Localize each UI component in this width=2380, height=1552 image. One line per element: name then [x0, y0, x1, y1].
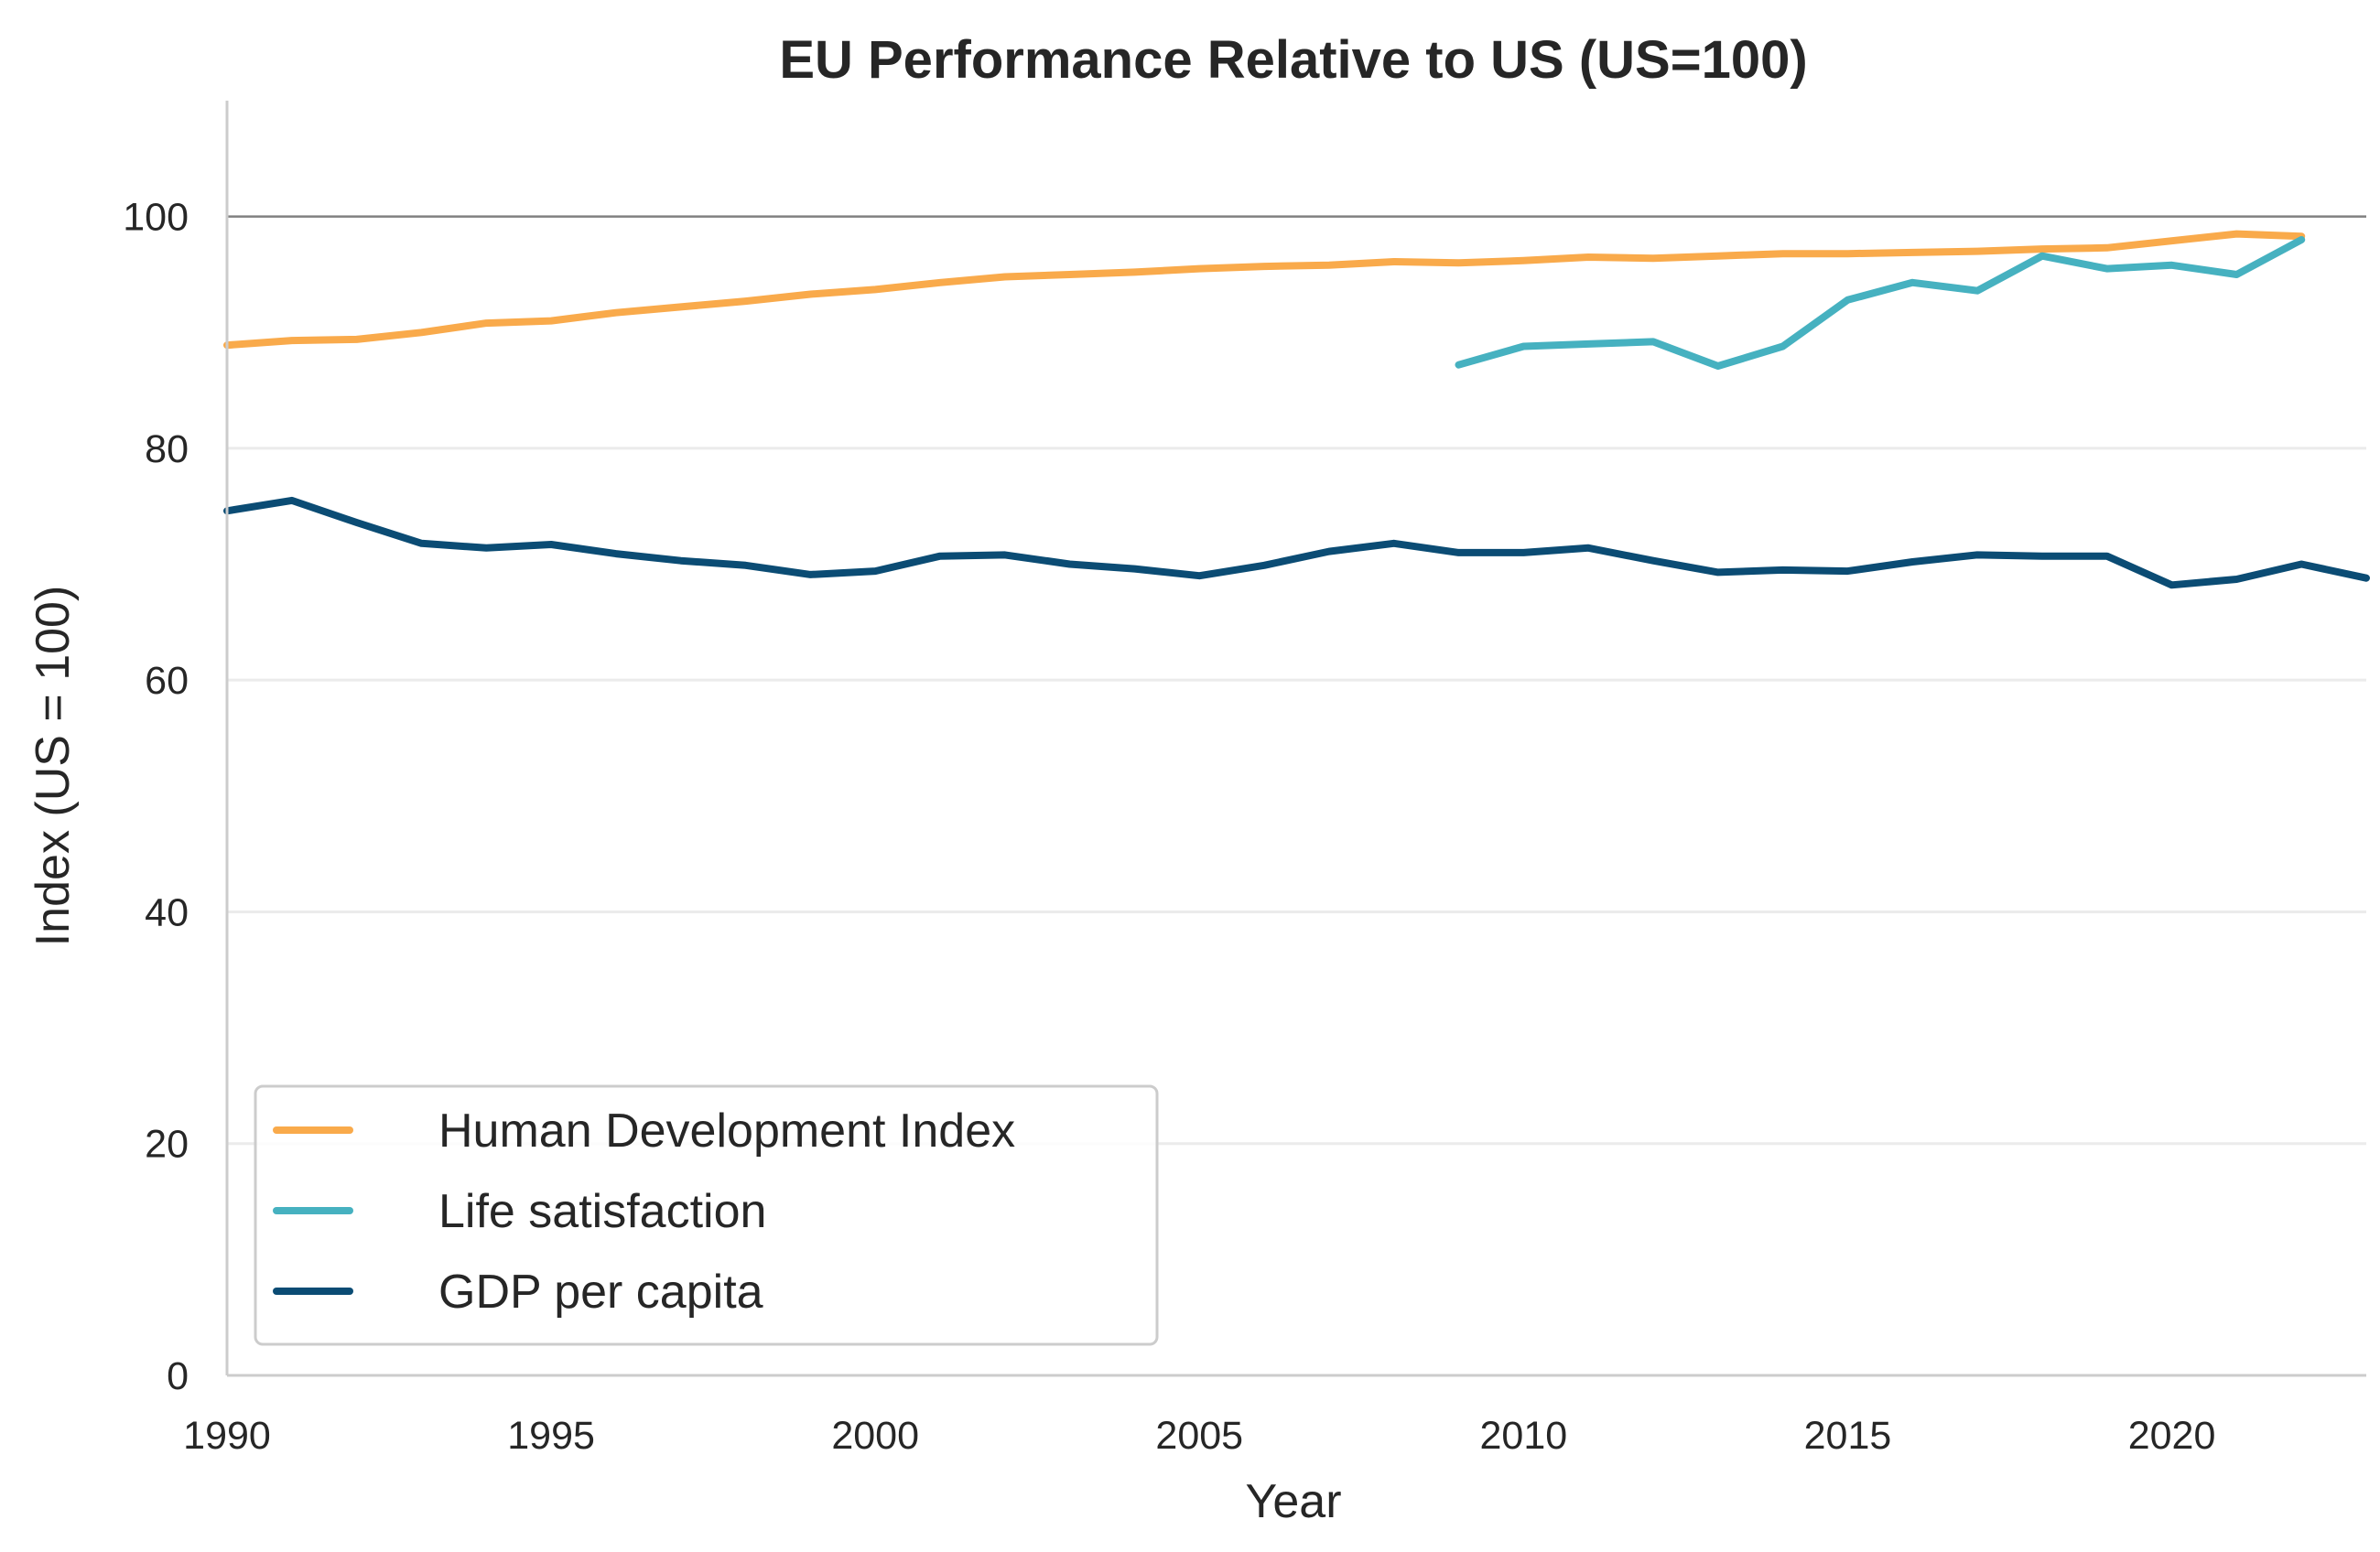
- legend: Human Development Index Life satisfaction…: [254, 1084, 1159, 1346]
- y-tick-label: 0: [167, 1354, 189, 1398]
- axes: [225, 101, 2366, 1377]
- legend-label: Life satisfaction: [438, 1185, 766, 1238]
- legend-label: Human Development Index: [438, 1105, 1015, 1158]
- x-tick-label: 1995: [507, 1414, 595, 1458]
- legend-box: [254, 1084, 1159, 1346]
- x-tick-label: 2015: [1804, 1414, 1892, 1458]
- series-line-human-development-index: [223, 230, 2306, 350]
- series-line-gdp-per-capita: [223, 496, 2370, 589]
- y-tick-label: 100: [123, 196, 189, 240]
- y-tick-label: 80: [145, 427, 189, 471]
- x-axis-label: Year: [1245, 1475, 1341, 1528]
- chart-title: EU Performance Relative to US (US=100): [779, 30, 1807, 90]
- series-line-life-satisfaction: [1455, 236, 2306, 370]
- x-tick-label: 2000: [831, 1414, 919, 1458]
- legend-label: GDP per capita: [438, 1266, 763, 1319]
- x-tick-label: 2020: [2128, 1414, 2216, 1458]
- y-axis-label: Index (US = 100): [27, 586, 80, 947]
- tick-labels: 0 20 40 60 80 100 1990 1995 2000 2005 2010 2015 2020: [123, 196, 2215, 1458]
- grid: [227, 215, 2366, 1146]
- y-tick-label: 20: [145, 1123, 189, 1167]
- x-tick-label: 1990: [183, 1414, 271, 1458]
- y-tick-label: 60: [145, 659, 189, 703]
- x-tick-label: 2005: [1155, 1414, 1243, 1458]
- y-tick-label: 40: [145, 890, 189, 934]
- series-lines: [223, 230, 2370, 589]
- x-tick-label: 2010: [1480, 1414, 1568, 1458]
